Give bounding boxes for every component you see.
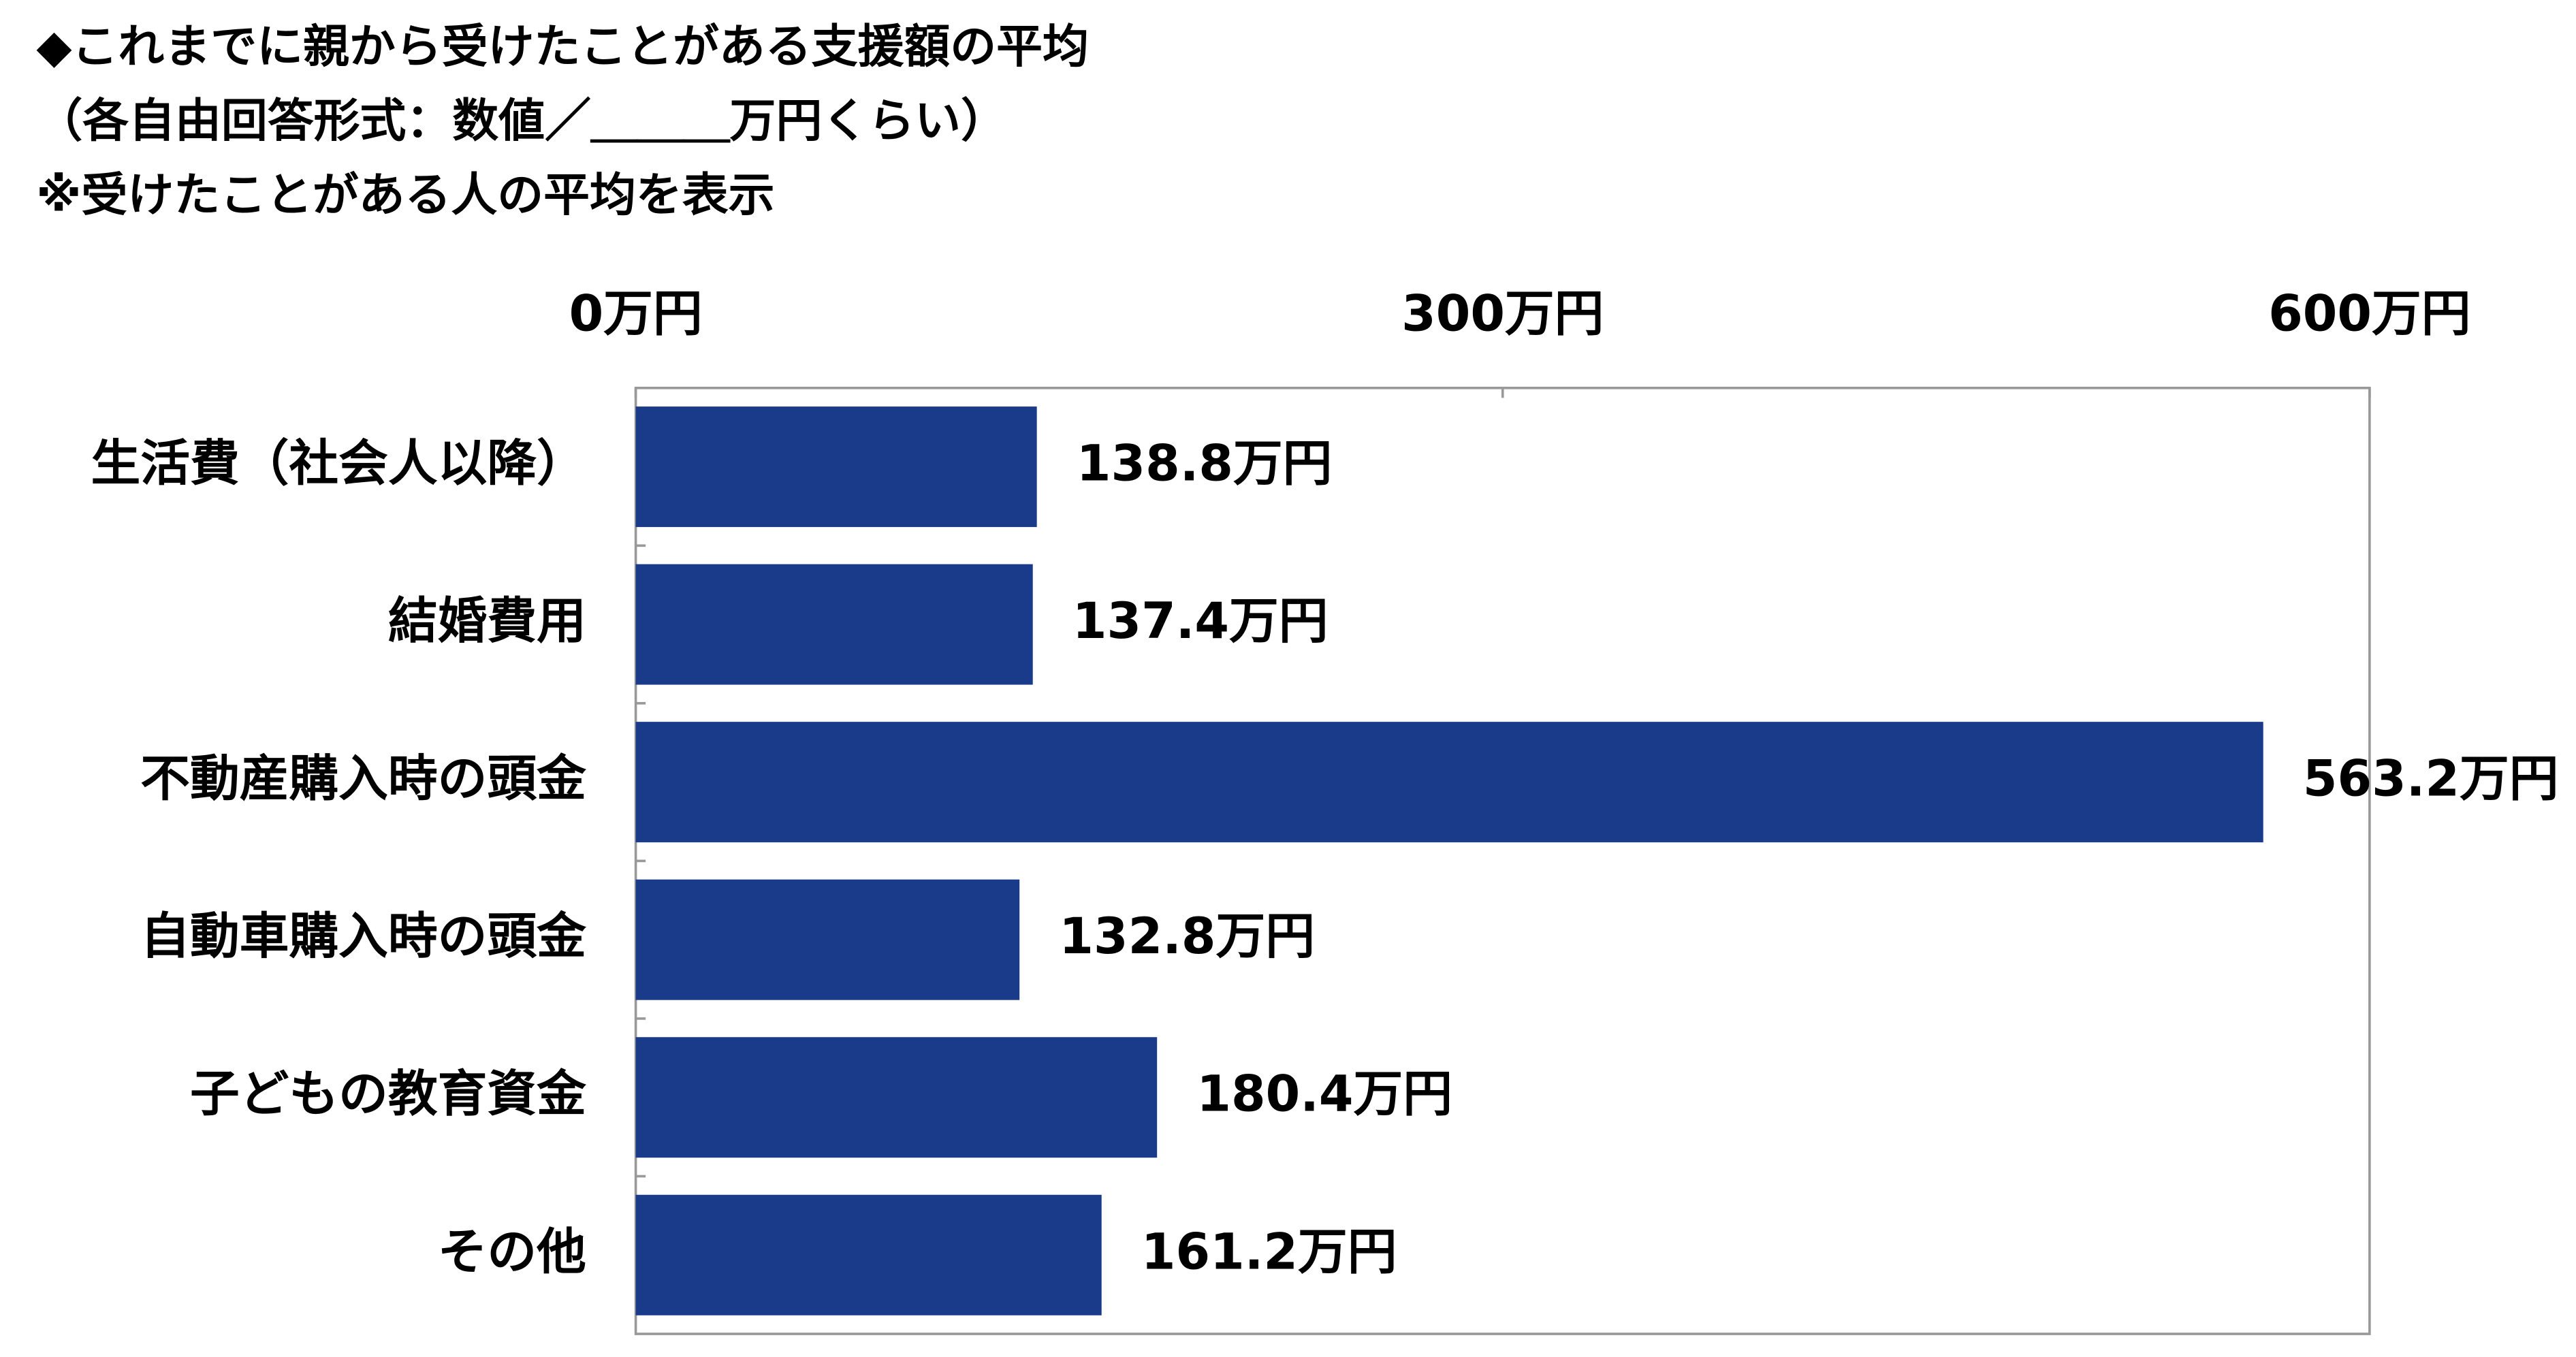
- x-tick-label: 600万円: [2268, 285, 2470, 343]
- x-tick-label: 300万円: [1401, 285, 1604, 343]
- data-label: 180.4万円: [1196, 1066, 1452, 1123]
- bar: [635, 722, 2263, 843]
- y-tick-label: その他: [438, 1223, 586, 1281]
- data-label: 563.2万円: [2303, 750, 2559, 808]
- chart-subtitle: （各自由回答形式：数値／＿＿＿万円くらい）: [36, 94, 1007, 148]
- data-label: 137.4万円: [1072, 592, 1329, 650]
- data-label: 132.8万円: [1059, 908, 1315, 965]
- y-tick-label: 自動車購入時の頭金: [140, 908, 586, 965]
- bar: [635, 1194, 1102, 1315]
- data-label: 138.8万円: [1077, 435, 1333, 493]
- chart-note: ※受けたことがある人の平均を表示: [36, 168, 774, 222]
- x-tick-label: 0万円: [569, 285, 703, 343]
- y-tick-label: 結婚費用: [388, 592, 586, 650]
- chart-title: ◆これまでに親から受けたことがある支援額の平均: [36, 20, 1089, 74]
- plot-frame: [634, 386, 2371, 1335]
- bar: [635, 879, 1020, 1000]
- bar: [635, 406, 1037, 528]
- bar: [635, 564, 1033, 685]
- y-tick-label: 不動産購入時の頭金: [140, 750, 586, 808]
- data-label: 161.2万円: [1141, 1223, 1397, 1281]
- y-tick-label: 生活費（社会人以降）: [91, 435, 586, 493]
- bar: [635, 1037, 1158, 1158]
- y-tick-label: 子どもの教育資金: [190, 1066, 586, 1123]
